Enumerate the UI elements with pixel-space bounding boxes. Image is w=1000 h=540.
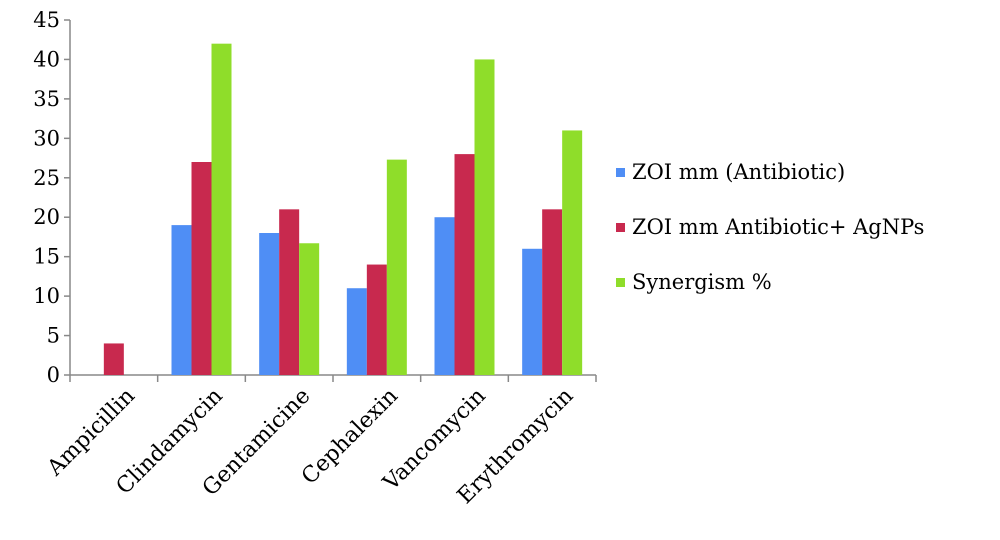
bar-vancomycin-series-3 xyxy=(474,59,495,375)
y-tick-label: 35 xyxy=(33,87,60,111)
bar-clindamycin-series-3 xyxy=(211,43,232,376)
bar-cephalexin-series-2 xyxy=(366,264,387,375)
y-tick-label: 15 xyxy=(33,245,60,269)
legend-label: ZOI mm Antibiotic+ AgNPs xyxy=(632,215,924,239)
y-axis: 0 5 10 15 20 25 30 35 40 45 xyxy=(33,8,71,387)
bar-erythromycin-series-1 xyxy=(522,248,543,375)
bar-clindamycin-series-2 xyxy=(191,162,212,375)
x-axis xyxy=(69,374,597,382)
legend-label: Synergism % xyxy=(632,270,772,294)
bar-gentamicine-series-2 xyxy=(279,209,300,375)
bar-erythromycin-series-3 xyxy=(562,130,583,375)
bar-erythromycin-series-2 xyxy=(542,209,563,375)
legend-swatch xyxy=(616,223,625,232)
legend-swatch xyxy=(616,278,625,287)
legend-swatch xyxy=(616,168,625,177)
bars xyxy=(103,43,583,376)
bar-cephalexin-series-1 xyxy=(346,288,367,375)
y-tick-label: 45 xyxy=(33,8,60,32)
y-tick-label: 10 xyxy=(33,284,60,308)
y-tick-label: 5 xyxy=(47,324,60,348)
bar-gentamicine-series-1 xyxy=(259,233,280,375)
y-tick-label: 0 xyxy=(47,363,60,387)
y-tick-label: 20 xyxy=(33,205,60,229)
bar-cephalexin-series-3 xyxy=(386,159,407,375)
category-labels: AmpicillinClindamycinGentamicineCephalex… xyxy=(42,384,578,510)
bar-vancomycin-series-2 xyxy=(454,154,475,375)
bar-ampicillin-series-2 xyxy=(103,343,124,375)
bar-clindamycin-series-1 xyxy=(171,225,192,375)
y-tick-label: 40 xyxy=(33,47,60,71)
y-tick-label: 25 xyxy=(33,166,60,190)
y-tick-label: 30 xyxy=(33,126,60,150)
bar-vancomycin-series-1 xyxy=(434,217,455,375)
bar-gentamicine-series-3 xyxy=(299,243,320,375)
legend-label: ZOI mm (Antibiotic) xyxy=(632,160,845,184)
category-label: Ampicillin xyxy=(42,384,140,482)
legend: ZOI mm (Antibiotic) ZOI mm Antibiotic+ Ag… xyxy=(616,160,924,294)
